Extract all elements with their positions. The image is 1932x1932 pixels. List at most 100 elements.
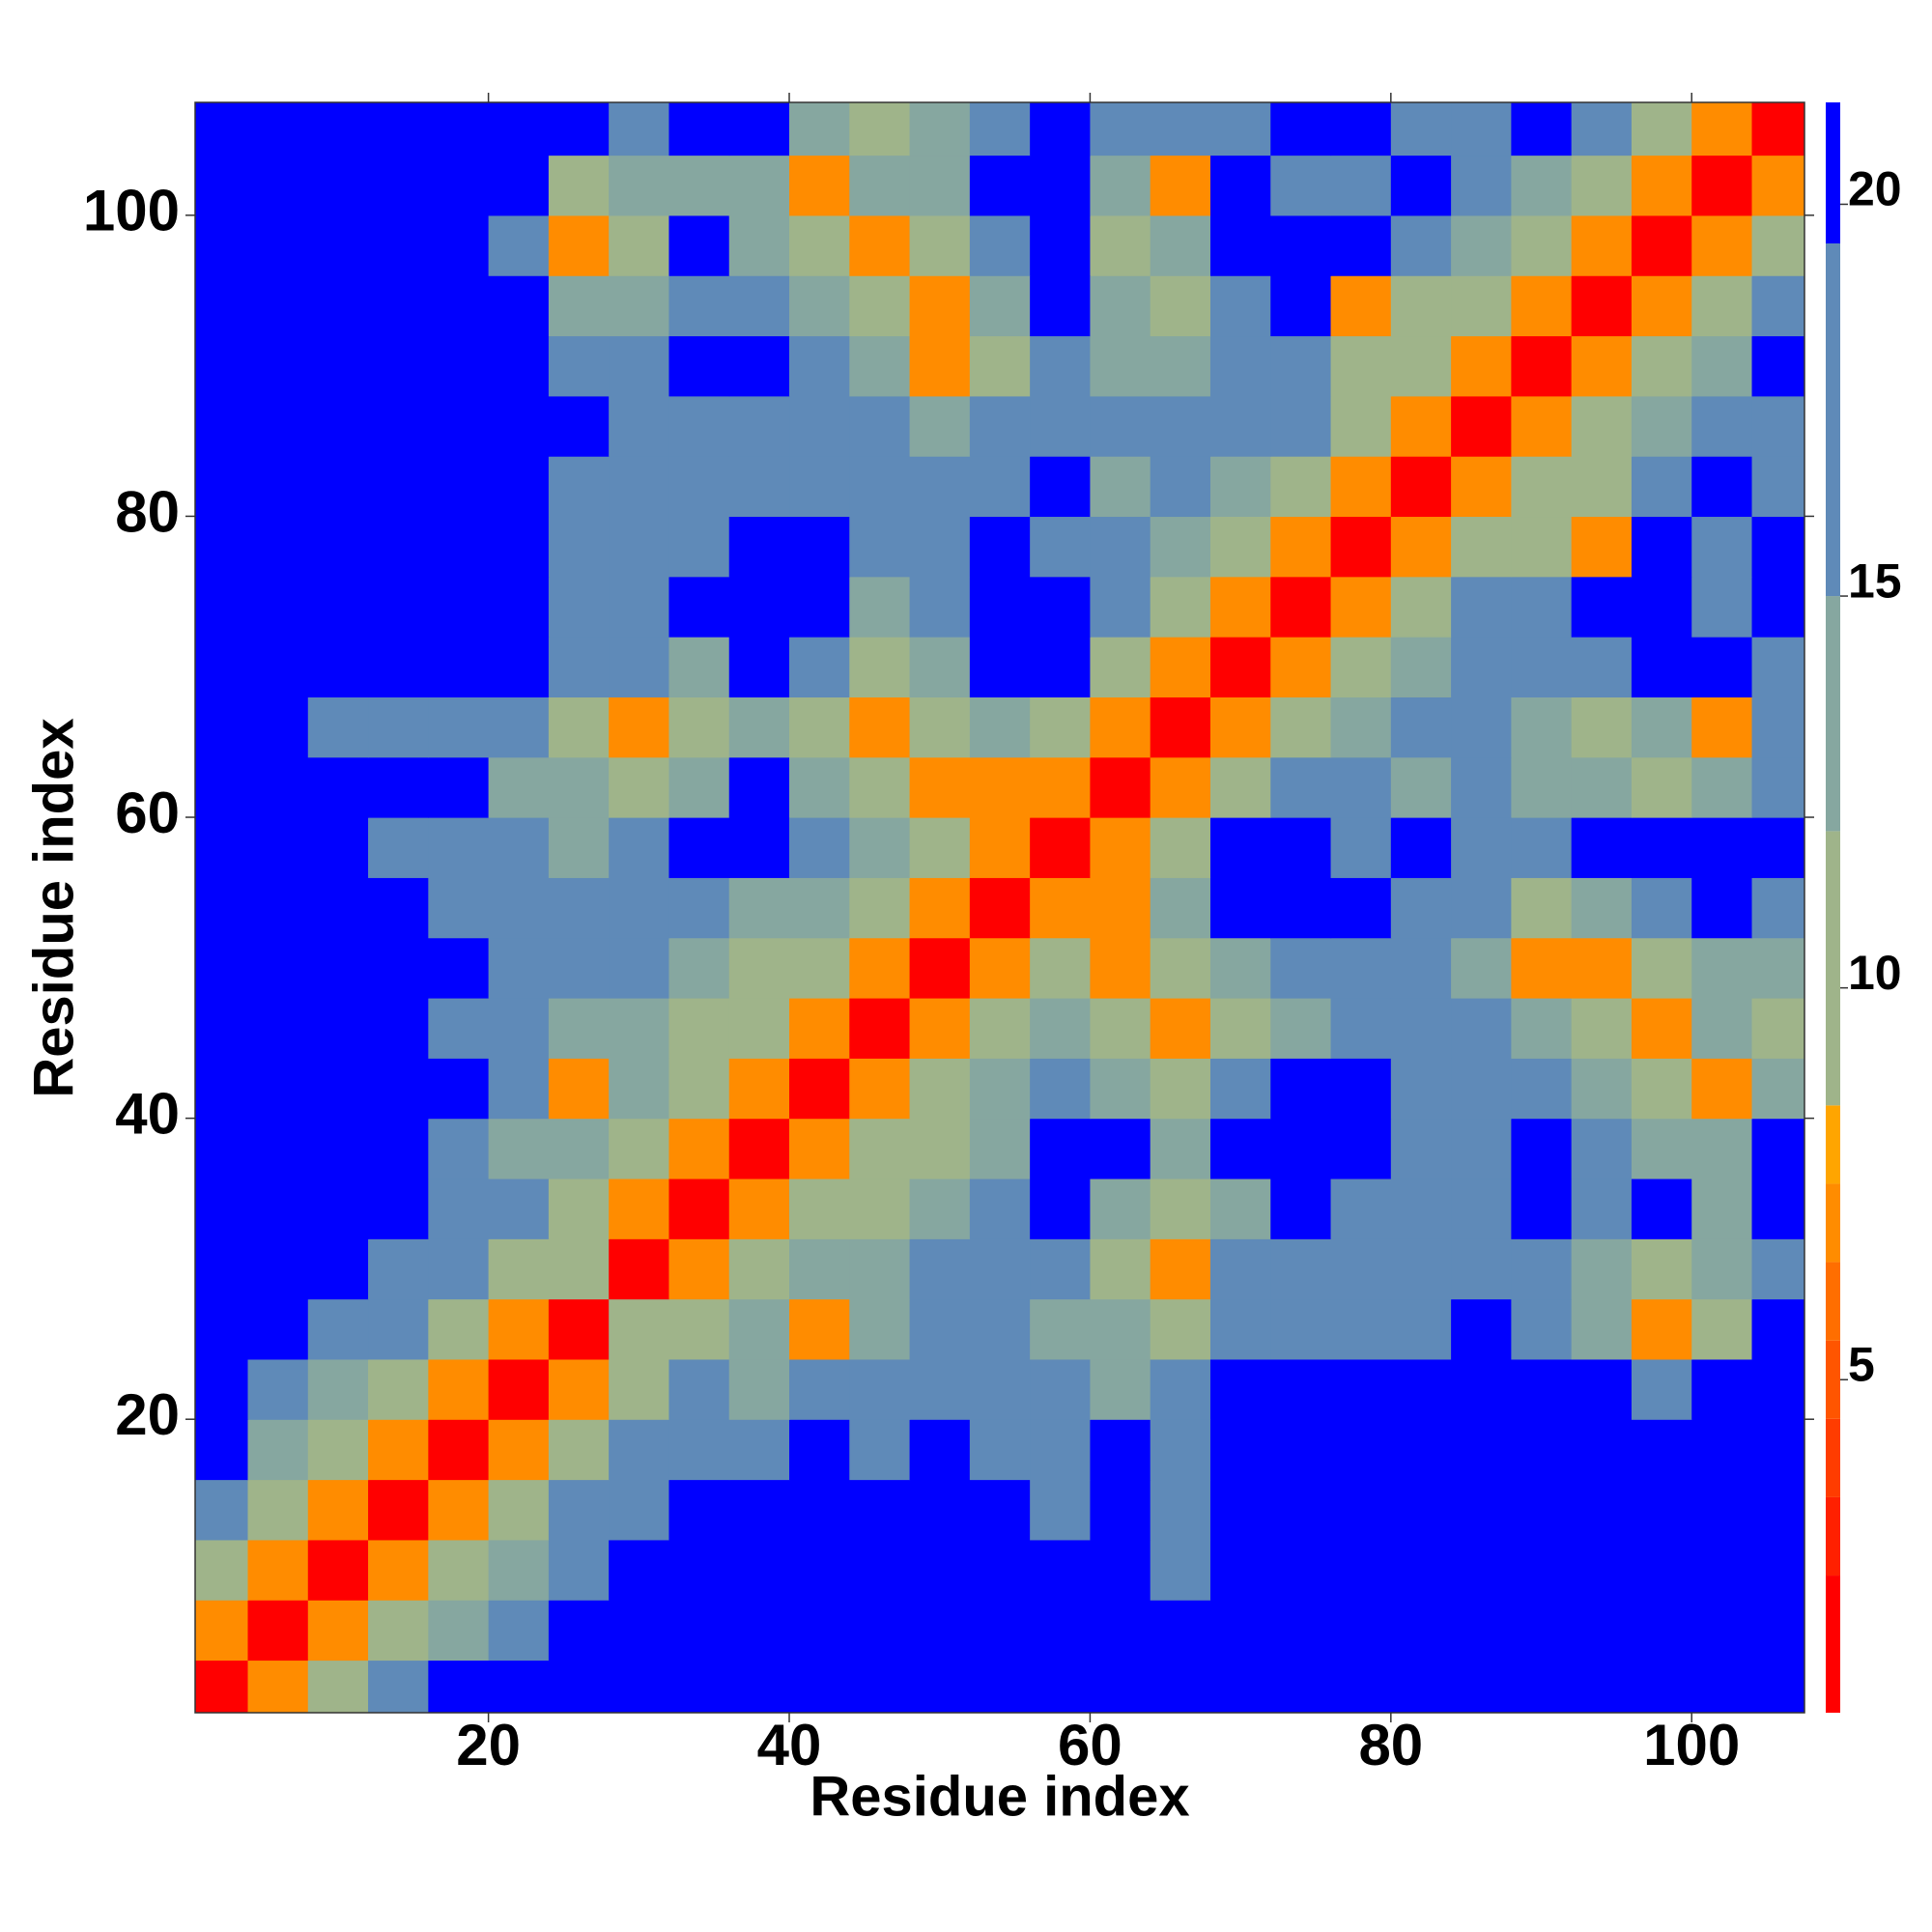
heatmap-cell xyxy=(1209,637,1271,697)
heatmap-cell xyxy=(247,756,309,818)
colorbar-segment xyxy=(1826,1183,1840,1263)
heatmap-cell xyxy=(969,102,1031,156)
heatmap-cell xyxy=(1631,335,1692,397)
heatmap-cell xyxy=(1390,1298,1452,1360)
heatmap-cell xyxy=(728,756,790,818)
heatmap-cell xyxy=(307,214,369,276)
heatmap-cell xyxy=(1090,1358,1151,1420)
heatmap-cell xyxy=(1030,1298,1092,1360)
heatmap-cell xyxy=(1330,335,1392,397)
heatmap-cell xyxy=(428,1660,490,1713)
colorbar-segment xyxy=(1826,1496,1840,1577)
heatmap-cell xyxy=(1150,516,1211,578)
heatmap-cell xyxy=(1330,1298,1392,1360)
heatmap-cell xyxy=(1751,696,1804,758)
heatmap-cell xyxy=(548,756,610,818)
heatmap-cell xyxy=(789,456,850,518)
heatmap-cell xyxy=(1330,817,1392,878)
heatmap-cell xyxy=(1330,877,1392,939)
heatmap-cell xyxy=(728,1600,790,1662)
heatmap-cell xyxy=(909,756,971,818)
heatmap-cell xyxy=(1150,817,1211,878)
heatmap-cell xyxy=(247,696,309,758)
heatmap-cell xyxy=(488,102,550,156)
heatmap-cell xyxy=(1571,1479,1633,1541)
heatmap-cell xyxy=(307,335,369,397)
heatmap-cell xyxy=(728,1479,790,1541)
heatmap-cell xyxy=(1270,1479,1332,1541)
heatmap-cell xyxy=(909,1479,971,1541)
heatmap-cell xyxy=(1030,214,1092,276)
heatmap-cell xyxy=(909,335,971,397)
heatmap-cell xyxy=(548,214,610,276)
heatmap-cell xyxy=(488,275,550,337)
heatmap-cell xyxy=(1209,997,1271,1059)
heatmap-cell xyxy=(307,395,369,457)
heatmap-cell xyxy=(488,997,550,1059)
heatmap-cell xyxy=(428,456,490,518)
heatmap-cell xyxy=(195,1660,249,1713)
heatmap-cell xyxy=(1150,997,1211,1059)
heatmap-cell xyxy=(1571,1298,1633,1360)
heatmap-cell xyxy=(368,516,429,578)
heatmap-cell xyxy=(1270,877,1332,939)
heatmap-cell xyxy=(609,877,670,939)
heatmap-cell xyxy=(1150,1419,1211,1481)
heatmap-cell xyxy=(1511,1539,1573,1601)
heatmap-cell xyxy=(247,155,309,216)
heatmap-cell xyxy=(548,817,610,878)
heatmap-cell xyxy=(1090,1660,1151,1713)
heatmap-cell xyxy=(1150,102,1211,156)
heatmap-cell xyxy=(1390,456,1452,518)
heatmap-cell xyxy=(1451,1178,1512,1239)
heatmap-cell xyxy=(1030,1178,1092,1239)
heatmap-cell xyxy=(1209,576,1271,638)
heatmap-cell xyxy=(1571,637,1633,697)
heatmap-cell xyxy=(428,997,490,1059)
heatmap-cell xyxy=(789,155,850,216)
heatmap-cell xyxy=(1090,637,1151,697)
heatmap-cell xyxy=(488,456,550,518)
heatmap-cell xyxy=(1571,1178,1633,1239)
heatmap-cell xyxy=(1209,696,1271,758)
heatmap-cell xyxy=(1209,1118,1271,1179)
heatmap-cell xyxy=(789,1358,850,1420)
heatmap-cell xyxy=(728,1539,790,1601)
heatmap-cell xyxy=(1631,756,1692,818)
heatmap-cell xyxy=(428,335,490,397)
heatmap-cell xyxy=(1571,1358,1633,1420)
heatmap-cell xyxy=(1150,1539,1211,1601)
heatmap-cell xyxy=(428,817,490,878)
heatmap-cell xyxy=(728,1058,790,1120)
heatmap-cell xyxy=(548,637,610,697)
heatmap-cell xyxy=(1090,155,1151,216)
heatmap-cell xyxy=(1030,877,1092,939)
heatmap-cell xyxy=(789,102,850,156)
heatmap-cell xyxy=(1691,395,1753,457)
heatmap-cell xyxy=(668,516,730,578)
heatmap-cell xyxy=(609,1539,670,1601)
heatmap-cell xyxy=(668,1058,730,1120)
heatmap-cell xyxy=(307,516,369,578)
heatmap-cell xyxy=(1511,1058,1573,1120)
heatmap-cell xyxy=(849,997,911,1059)
colorbar-segment xyxy=(1826,596,1840,832)
heatmap-cell xyxy=(1451,817,1512,878)
heatmap-cell xyxy=(247,516,309,578)
heatmap-cell xyxy=(1751,1479,1804,1541)
heatmap-cell xyxy=(969,1600,1031,1662)
heatmap-cell xyxy=(428,1600,490,1662)
heatmap-cell xyxy=(728,1660,790,1713)
heatmap-cell xyxy=(1270,1358,1332,1420)
heatmap-cell xyxy=(1270,335,1332,397)
heatmap-cell xyxy=(1330,275,1392,337)
heatmap-cell xyxy=(668,335,730,397)
heatmap-cell xyxy=(1751,576,1804,638)
heatmap-cell xyxy=(1511,1358,1573,1420)
heatmap-cell xyxy=(1631,696,1692,758)
heatmap-cell xyxy=(195,275,249,337)
heatmap-cell xyxy=(368,275,429,337)
heatmap-cell xyxy=(1751,155,1804,216)
heatmap-cell xyxy=(1511,1419,1573,1481)
heatmap-cell xyxy=(1030,1600,1092,1662)
